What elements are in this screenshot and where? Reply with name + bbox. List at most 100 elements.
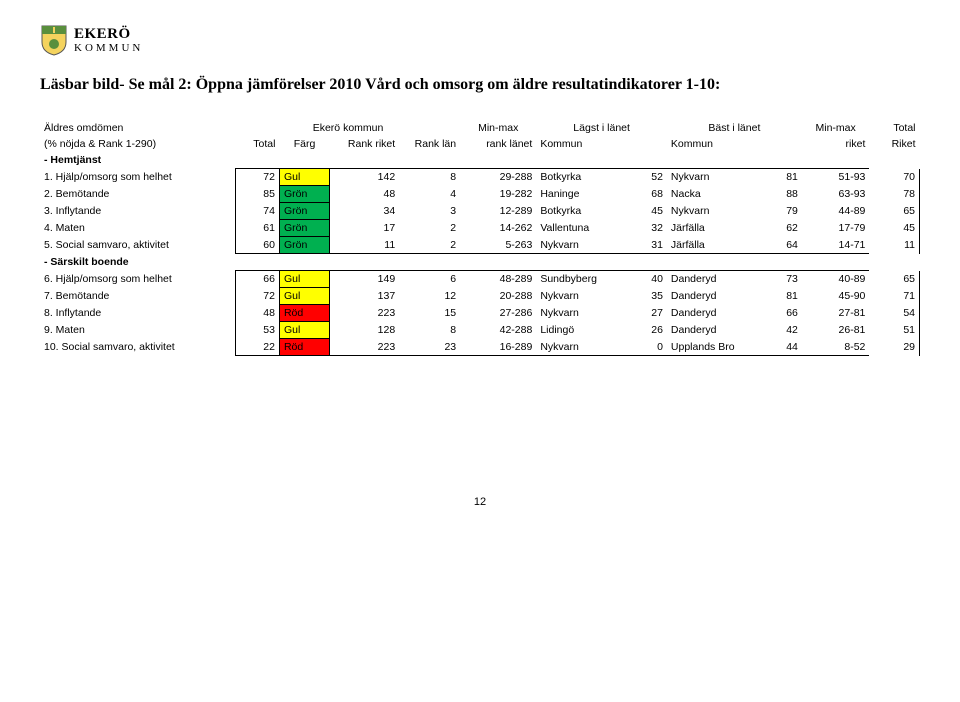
- row-name: 4. Maten: [40, 220, 236, 237]
- hdr1-c4: Bäst i länet: [667, 120, 802, 136]
- cell-farg: Grön: [279, 220, 329, 237]
- cell-total-riket: 78: [869, 186, 919, 203]
- hdr2-c9: Riket: [869, 136, 919, 152]
- cell-total: 53: [236, 322, 280, 339]
- hdr2-c2: Färg: [279, 136, 329, 152]
- page-title: Läsbar bild- Se mål 2: Öppna jämförelser…: [40, 76, 920, 94]
- cell-minmax-riket: 17-79: [802, 220, 869, 237]
- cell-total-riket: 45: [869, 220, 919, 237]
- table-row: 7. Bemötande72Gul1371220-288Nykvarn35Dan…: [40, 288, 920, 305]
- cell-total-riket: 51: [869, 322, 919, 339]
- cell-total-riket: 65: [869, 203, 919, 220]
- row-name: 5. Social samvaro, aktivitet: [40, 237, 236, 254]
- cell-minmax-riket: 63-93: [802, 186, 869, 203]
- cell-minmax-riket: 40-89: [802, 271, 869, 288]
- table-row: 9. Maten53Gul128842-288Lidingö26Danderyd…: [40, 322, 920, 339]
- cell-rank-riket: 149: [330, 271, 400, 288]
- cell-best-val: 62: [754, 220, 802, 237]
- page-number: 12: [40, 496, 920, 508]
- section-label-text: - Särskilt boende: [40, 254, 920, 271]
- cell-minmax-lan: 29-288: [460, 169, 536, 186]
- row-name: 6. Hjälp/omsorg som helhet: [40, 271, 236, 288]
- header-row-2: (% nöjda & Rank 1-290) Total Färg Rank r…: [40, 136, 920, 152]
- cell-best-val: 81: [754, 169, 802, 186]
- cell-rank-riket: 223: [330, 339, 400, 356]
- cell-minmax-lan: 14-262: [460, 220, 536, 237]
- cell-rank-riket: 11: [330, 237, 400, 254]
- cell-minmax-lan: 42-288: [460, 322, 536, 339]
- cell-farg: Gul: [279, 288, 329, 305]
- cell-minmax-lan: 12-289: [460, 203, 536, 220]
- cell-best-mun: Nacka: [667, 186, 754, 203]
- cell-best-mun: Järfälla: [667, 220, 754, 237]
- cell-best-val: 73: [754, 271, 802, 288]
- cell-farg: Röd: [279, 339, 329, 356]
- hdr1-c3: Lägst i länet: [536, 120, 667, 136]
- cell-rank-lan: 2: [399, 220, 460, 237]
- cell-total-riket: 65: [869, 271, 919, 288]
- cell-best-mun: Nykvarn: [667, 203, 754, 220]
- cell-rank-lan: 3: [399, 203, 460, 220]
- cell-lowest-val: 31: [623, 237, 667, 254]
- cell-total: 74: [236, 203, 280, 220]
- cell-total: 60: [236, 237, 280, 254]
- row-name: 1. Hjälp/omsorg som helhet: [40, 169, 236, 186]
- cell-farg: Gul: [279, 322, 329, 339]
- cell-best-mun: Danderyd: [667, 288, 754, 305]
- hdr1-c6: Total: [869, 120, 919, 136]
- cell-farg: Grön: [279, 203, 329, 220]
- cell-total: 48: [236, 305, 280, 322]
- cell-minmax-riket: 26-81: [802, 322, 869, 339]
- cell-rank-lan: 15: [399, 305, 460, 322]
- cell-best-val: 88: [754, 186, 802, 203]
- table-row: 6. Hjälp/omsorg som helhet66Gul149648-28…: [40, 271, 920, 288]
- cell-total: 72: [236, 169, 280, 186]
- cell-lowest-mun: Nykvarn: [536, 237, 623, 254]
- cell-rank-lan: 8: [399, 322, 460, 339]
- logo-line1: EKERÖ: [74, 27, 143, 42]
- section-label: - Särskilt boende: [40, 254, 920, 271]
- hdr2-c1: Total: [236, 136, 280, 152]
- cell-rank-riket: 142: [330, 169, 400, 186]
- cell-rank-lan: 23: [399, 339, 460, 356]
- cell-lowest-mun: Botkyrka: [536, 169, 623, 186]
- row-name: 10. Social samvaro, aktivitet: [40, 339, 236, 356]
- cell-farg: Grön: [279, 237, 329, 254]
- cell-farg: Grön: [279, 186, 329, 203]
- cell-total: 72: [236, 288, 280, 305]
- cell-rank-riket: 48: [330, 186, 400, 203]
- cell-best-val: 44: [754, 339, 802, 356]
- row-name: 9. Maten: [40, 322, 236, 339]
- table-row: 2. Bemötande85Grön48419-282Haninge68Nack…: [40, 186, 920, 203]
- section-label-text: - Hemtjänst: [40, 152, 920, 169]
- table-row: 8. Inflytande48Röd2231527-286Nykvarn27Da…: [40, 305, 920, 322]
- cell-lowest-mun: Lidingö: [536, 322, 623, 339]
- results-table: Äldres omdömen Ekerö kommun Min-max Lägs…: [40, 120, 920, 356]
- cell-lowest-val: 40: [623, 271, 667, 288]
- cell-best-val: 66: [754, 305, 802, 322]
- table-row: 3. Inflytande74Grön34312-289Botkyrka45Ny…: [40, 203, 920, 220]
- logo-line2: KOMMUN: [74, 43, 143, 54]
- cell-lowest-val: 27: [623, 305, 667, 322]
- table-row: 1. Hjälp/omsorg som helhet72Gul142829-28…: [40, 169, 920, 186]
- cell-lowest-mun: Haninge: [536, 186, 623, 203]
- header-row-1: Äldres omdömen Ekerö kommun Min-max Lägs…: [40, 120, 920, 136]
- table-row: 5. Social samvaro, aktivitet60Grön1125-2…: [40, 237, 920, 254]
- cell-minmax-riket: 14-71: [802, 237, 869, 254]
- cell-rank-lan: 4: [399, 186, 460, 203]
- cell-farg: Röd: [279, 305, 329, 322]
- hdr2-c3: Rank riket: [330, 136, 400, 152]
- hdr1-c0: Äldres omdömen: [40, 120, 236, 136]
- shield-icon: [40, 24, 68, 56]
- hdr1-c5: Min-max: [802, 120, 869, 136]
- cell-total-riket: 70: [869, 169, 919, 186]
- hdr2-c7: Kommun: [667, 136, 754, 152]
- cell-lowest-mun: Botkyrka: [536, 203, 623, 220]
- hdr2-c4: Rank län: [399, 136, 460, 152]
- cell-minmax-lan: 16-289: [460, 339, 536, 356]
- cell-best-val: 42: [754, 322, 802, 339]
- cell-minmax-riket: 27-81: [802, 305, 869, 322]
- cell-total: 22: [236, 339, 280, 356]
- hdr2-c0: (% nöjda & Rank 1-290): [40, 136, 236, 152]
- cell-best-mun: Danderyd: [667, 322, 754, 339]
